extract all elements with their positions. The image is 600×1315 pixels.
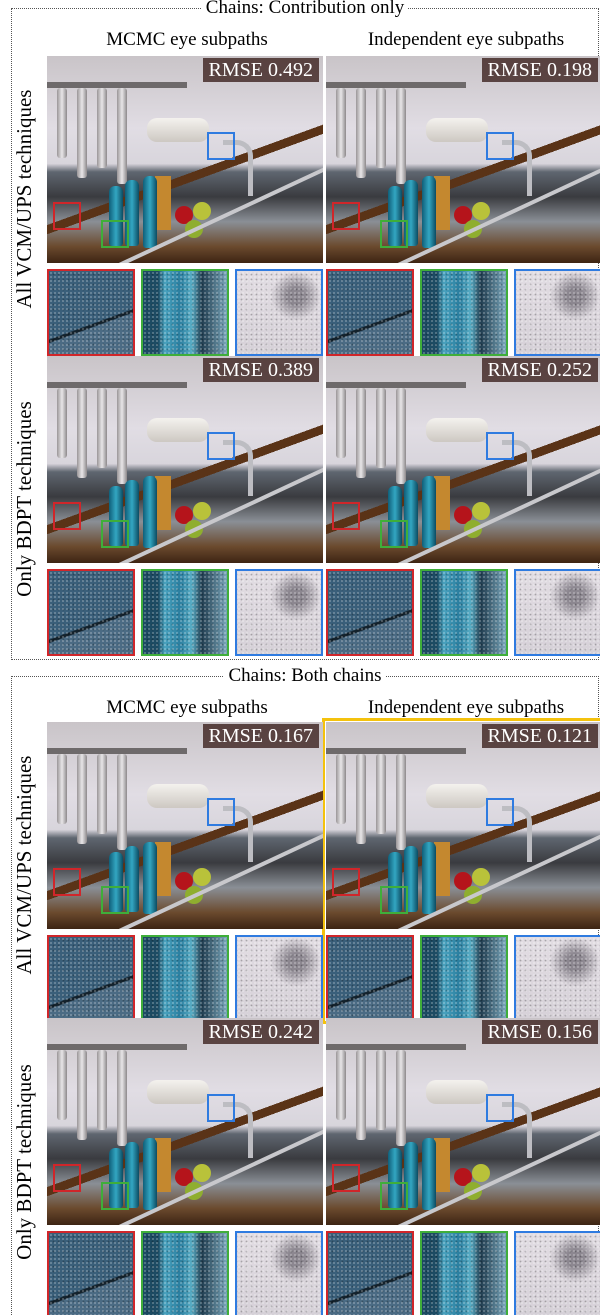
inset-marker-red [332, 868, 360, 896]
rmse-label: RMSE 0.198 [481, 58, 598, 82]
kitchen-render: RMSE 0.242 [47, 1018, 323, 1225]
inset-marker-red [53, 868, 81, 896]
row-label: Only BDPT techniques [12, 1064, 36, 1260]
kitchen-render: RMSE 0.389 [47, 356, 323, 563]
inset-crop-blue [514, 1231, 600, 1315]
inset-marker-green [380, 886, 408, 914]
kitchen-render: RMSE 0.198 [326, 56, 600, 263]
inset-marker-red [53, 202, 81, 230]
inset-crop-green [420, 1231, 508, 1315]
inset-marker-green [101, 220, 129, 248]
inset-marker-green [101, 1182, 129, 1210]
inset-marker-green [380, 220, 408, 248]
inset-crop-blue [235, 1231, 323, 1315]
inset-crop-blue [235, 935, 323, 1022]
inset-marker-blue [486, 432, 514, 460]
kitchen-render: RMSE 0.167 [47, 722, 323, 929]
row-label: All VCM/UPS techniques [12, 89, 36, 309]
inset-crop-red [47, 1231, 135, 1315]
inset-crop-green [141, 1231, 229, 1315]
row-label: All VCM/UPS techniques [12, 755, 36, 975]
inset-crop-red [326, 569, 414, 656]
rmse-label: RMSE 0.121 [481, 724, 598, 748]
inset-marker-green [380, 520, 408, 548]
inset-marker-red [332, 502, 360, 530]
inset-crop-green [420, 269, 508, 356]
inset-marker-blue [207, 1094, 235, 1122]
rmse-label: RMSE 0.242 [202, 1020, 319, 1044]
inset-marker-red [53, 502, 81, 530]
inset-marker-green [101, 520, 129, 548]
column-header: MCMC eye subpaths [106, 697, 268, 718]
inset-marker-green [101, 886, 129, 914]
inset-crop-green [420, 935, 508, 1022]
inset-crop-green [141, 269, 229, 356]
inset-marker-red [332, 202, 360, 230]
inset-crop-blue [514, 935, 600, 1022]
inset-marker-blue [207, 132, 235, 160]
inset-marker-blue [207, 432, 235, 460]
group-title: Chains: Contribution only [201, 0, 409, 18]
inset-marker-green [380, 1182, 408, 1210]
inset-crop-red [47, 269, 135, 356]
group-title: Chains: Both chains [224, 665, 386, 686]
rmse-label: RMSE 0.492 [202, 58, 319, 82]
rmse-label: RMSE 0.156 [481, 1020, 598, 1044]
inset-marker-blue [486, 1094, 514, 1122]
inset-marker-blue [486, 798, 514, 826]
column-header: MCMC eye subpaths [106, 29, 268, 50]
row-label: Only BDPT techniques [12, 401, 36, 597]
kitchen-render: RMSE 0.252 [326, 356, 600, 563]
inset-crop-blue [514, 569, 600, 656]
inset-crop-blue [235, 269, 323, 356]
inset-marker-blue [486, 132, 514, 160]
inset-crop-red [47, 935, 135, 1022]
inset-crop-blue [235, 569, 323, 656]
inset-marker-red [53, 1164, 81, 1192]
inset-crop-red [326, 269, 414, 356]
kitchen-render: RMSE 0.121 [326, 722, 600, 929]
inset-crop-red [47, 569, 135, 656]
inset-crop-red [326, 935, 414, 1022]
inset-crop-green [141, 935, 229, 1022]
column-header: Independent eye subpaths [367, 697, 565, 718]
figure-group-both-chains: Chains: Both chains MCMC eye subpaths In… [11, 665, 600, 1315]
rmse-label: RMSE 0.252 [481, 358, 598, 382]
kitchen-render: RMSE 0.156 [326, 1018, 600, 1225]
inset-marker-blue [207, 798, 235, 826]
column-header: Independent eye subpaths [367, 29, 565, 50]
inset-crop-green [420, 569, 508, 656]
inset-crop-blue [514, 269, 600, 356]
inset-crop-red [326, 1231, 414, 1315]
rmse-label: RMSE 0.167 [202, 724, 319, 748]
inset-marker-red [332, 1164, 360, 1192]
figure-group-contribution-only: Chains: Contribution only MCMC eye subpa… [11, 0, 600, 660]
kitchen-render: RMSE 0.492 [47, 56, 323, 263]
inset-crop-green [141, 569, 229, 656]
rmse-label: RMSE 0.389 [202, 358, 319, 382]
